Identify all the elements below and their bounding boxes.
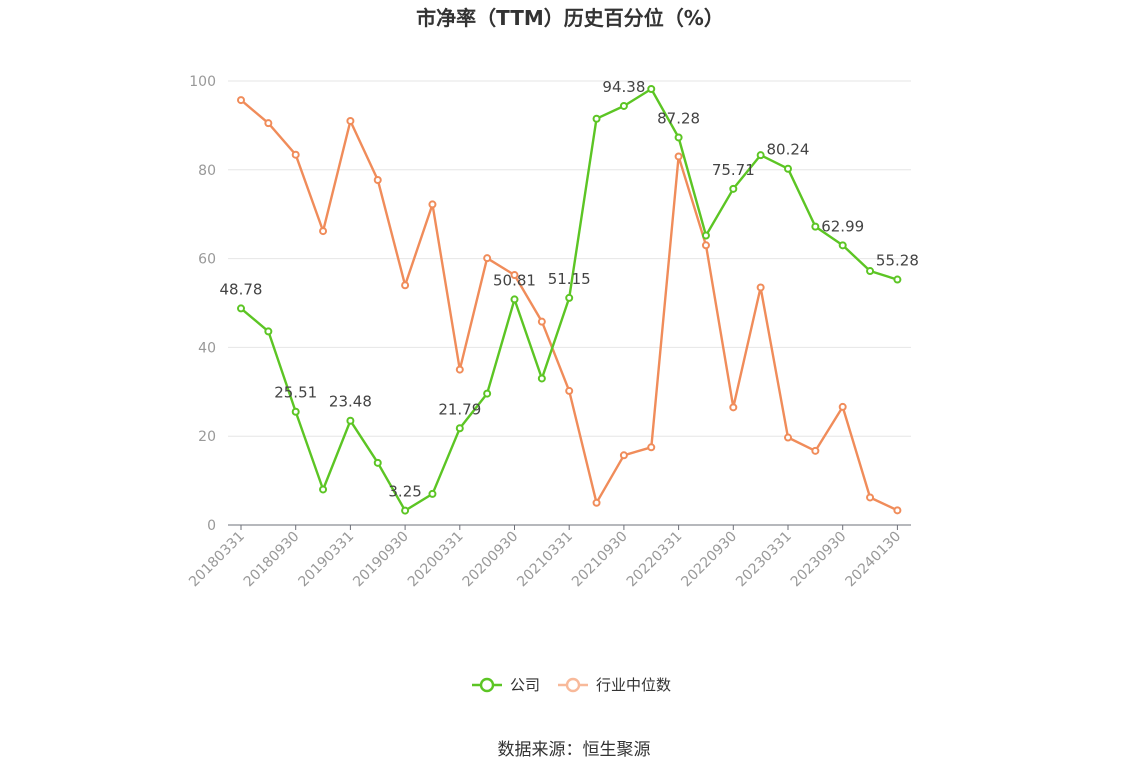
data-point [729, 403, 738, 412]
y-tick-label: 80 [198, 163, 216, 179]
data-label: 55.28 [876, 252, 919, 270]
data-point [346, 416, 355, 425]
data-point [619, 451, 628, 460]
data-point [537, 374, 546, 383]
data-point [784, 164, 792, 173]
data-point [729, 184, 738, 193]
data-point [701, 241, 710, 250]
data-label: 21.79 [438, 400, 481, 418]
data-point [893, 506, 902, 515]
series-layer [237, 84, 902, 515]
data-point [455, 424, 464, 433]
data-point [346, 116, 355, 125]
x-tick-label: 20220930 [678, 529, 740, 591]
data-label: 25.51 [274, 384, 317, 402]
data-point [701, 231, 710, 240]
x-tick-label: 20190930 [350, 529, 412, 591]
data-point [674, 133, 683, 142]
data-label: 75.71 [712, 161, 755, 179]
data-point [291, 407, 300, 416]
grid [228, 80, 911, 437]
data-point [483, 389, 492, 398]
x-tick-label: 20200930 [460, 529, 522, 591]
data-point [510, 271, 519, 280]
data-label: 23.48 [329, 393, 372, 411]
legend-item[interactable]: 行业中位数 [558, 676, 671, 694]
data-point [647, 443, 656, 452]
data-point [401, 506, 410, 515]
legend-label: 公司 [510, 676, 540, 694]
legend-item[interactable]: 公司 [472, 676, 540, 694]
data-label: 50.81 [493, 271, 536, 289]
data-label: 87.28 [657, 109, 700, 127]
data-point [237, 304, 245, 313]
x-tick-label: 20210331 [514, 529, 576, 591]
data-label: 48.78 [220, 280, 263, 298]
y-tick-label: 20 [198, 429, 216, 445]
data-point [483, 254, 492, 263]
data-point [866, 493, 875, 502]
data-labels: 48.78 25.51 23.48 3.25 21.79 50.81 51.15 94.38 8… [220, 78, 919, 501]
data-point [592, 498, 601, 507]
legend[interactable]: 公司 行业中位数 [472, 676, 671, 694]
data-point [373, 458, 382, 467]
data-point [647, 84, 656, 93]
data-point [428, 200, 437, 209]
data-point [756, 151, 765, 160]
data-point [401, 281, 410, 290]
data-point [537, 317, 546, 326]
data-point [428, 489, 437, 498]
data-point [592, 114, 601, 123]
data-label: 62.99 [821, 217, 864, 235]
y-tick-label: 60 [198, 252, 216, 268]
data-point [866, 267, 875, 276]
x-tick-label: 20180930 [241, 529, 303, 591]
legend-marker [565, 677, 581, 693]
data-point [784, 433, 792, 442]
data-point [264, 119, 273, 128]
data-point [756, 283, 765, 292]
chart-title: 市净率（TTM）历史百分位（%） [416, 6, 724, 30]
data-point [264, 327, 273, 336]
data-point [565, 293, 574, 302]
data-point [319, 485, 328, 494]
data-point [291, 150, 300, 159]
legend-marker [479, 677, 495, 693]
data-point [674, 152, 683, 161]
x-tick-label: 20240130 [843, 529, 905, 591]
data-point [455, 365, 464, 374]
data-point [373, 176, 382, 185]
x-tick-label: 20220331 [624, 529, 686, 591]
data-point [811, 446, 820, 455]
data-point [510, 295, 519, 304]
y-tick-label: 100 [189, 74, 216, 90]
y-tick-label: 0 [207, 518, 216, 534]
x-tick-label: 20230331 [733, 529, 795, 591]
data-point [811, 222, 820, 231]
data-point [565, 386, 574, 395]
data-label: 80.24 [767, 141, 810, 159]
x-tick-label: 20210930 [569, 529, 631, 591]
data-label: 94.38 [602, 78, 645, 96]
source-note: 数据来源：恒生聚源 [498, 740, 651, 760]
data-point [237, 96, 245, 105]
data-point [619, 101, 628, 110]
x-tick-label: 20190331 [296, 529, 358, 591]
data-label: 51.15 [548, 270, 591, 288]
legend-label: 行业中位数 [596, 676, 671, 694]
data-point [838, 402, 847, 411]
data-point [319, 227, 328, 236]
data-label: 3.25 [388, 483, 421, 501]
x-tick-label: 20200331 [405, 529, 467, 591]
x-tick-label: 20230930 [788, 529, 850, 591]
x-tick-label: 20180331 [186, 529, 248, 591]
data-point [893, 275, 902, 284]
data-point [838, 241, 847, 250]
y-tick-label: 40 [198, 340, 216, 356]
